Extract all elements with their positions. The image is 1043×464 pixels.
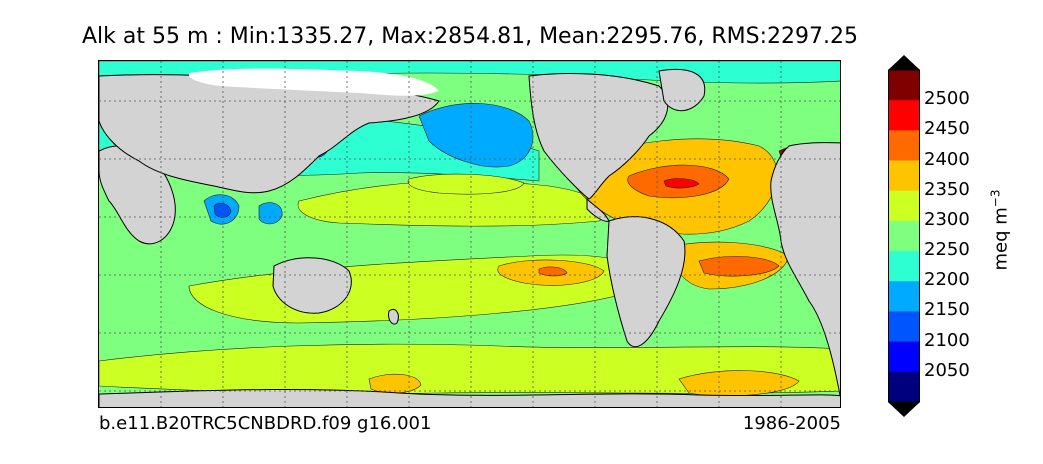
- north-pacific-blue: [418, 102, 534, 168]
- colorbar-outline: [888, 69, 920, 403]
- colorbar-tick-label: 2400: [924, 148, 970, 170]
- north-america-land: [528, 72, 669, 200]
- landmasses: [99, 68, 840, 407]
- colorbar-band: [888, 190, 920, 222]
- colorbar-tick-label: 2200: [924, 269, 970, 291]
- map-panel: [98, 60, 841, 408]
- alkalinity-map: [99, 61, 840, 407]
- colorbar-band: [888, 70, 920, 101]
- colorbar-band: [888, 220, 920, 252]
- colorbar-tick-label: 2500: [924, 88, 970, 110]
- units-label: meq m−3: [989, 190, 1012, 271]
- colorbar-tick-label: 2100: [924, 329, 970, 351]
- colorbar-tick-label: 2300: [924, 208, 970, 230]
- units-exponent: −3: [988, 189, 1003, 208]
- south-america-land: [606, 216, 686, 348]
- colorbar-extend-max: [888, 55, 920, 70]
- graticule: [99, 61, 840, 407]
- bay-of-bengal-dark: [213, 202, 232, 218]
- colorbar: [888, 55, 920, 417]
- colorbar-band: [888, 130, 920, 162]
- europe-africa-east-land: [770, 142, 840, 398]
- colorbar-band: [888, 281, 920, 312]
- colorbar-tick-label: 2450: [924, 118, 970, 140]
- colorbar-tick-label: 2350: [924, 178, 970, 200]
- colorbar-band: [888, 100, 920, 131]
- greenland-land: [658, 68, 706, 111]
- antarctica-land: [99, 388, 840, 407]
- run-name-caption: b.e11.B20TRC5CNBDRD.f09 g16.001: [99, 413, 432, 434]
- units-base: meq m: [990, 207, 1012, 271]
- colorbar-tick-label: 2150: [924, 299, 970, 321]
- colorbar-band: [888, 341, 920, 373]
- new-zealand-land: [388, 308, 399, 325]
- colorbar-extend-min: [888, 402, 920, 417]
- north-pacific-yellow-center: [407, 173, 525, 195]
- plot-title: Alk at 55 m : Min:1335.27, Max:2854.81, …: [81, 24, 858, 49]
- colorbar-band: [888, 251, 920, 282]
- colorbar-band: [888, 371, 920, 403]
- arctic-sea-ice: [188, 68, 439, 96]
- colorbar-tick-label: 2050: [924, 359, 970, 381]
- colorbar-band: [888, 160, 920, 192]
- indonesia-blue: [258, 202, 283, 225]
- colorbar-tick-label: 2250: [924, 239, 970, 261]
- north-atlantic-core: [663, 178, 700, 189]
- australia-land: [272, 257, 352, 314]
- period-caption: 1986-2005: [742, 413, 841, 434]
- colorbar-band: [888, 311, 920, 343]
